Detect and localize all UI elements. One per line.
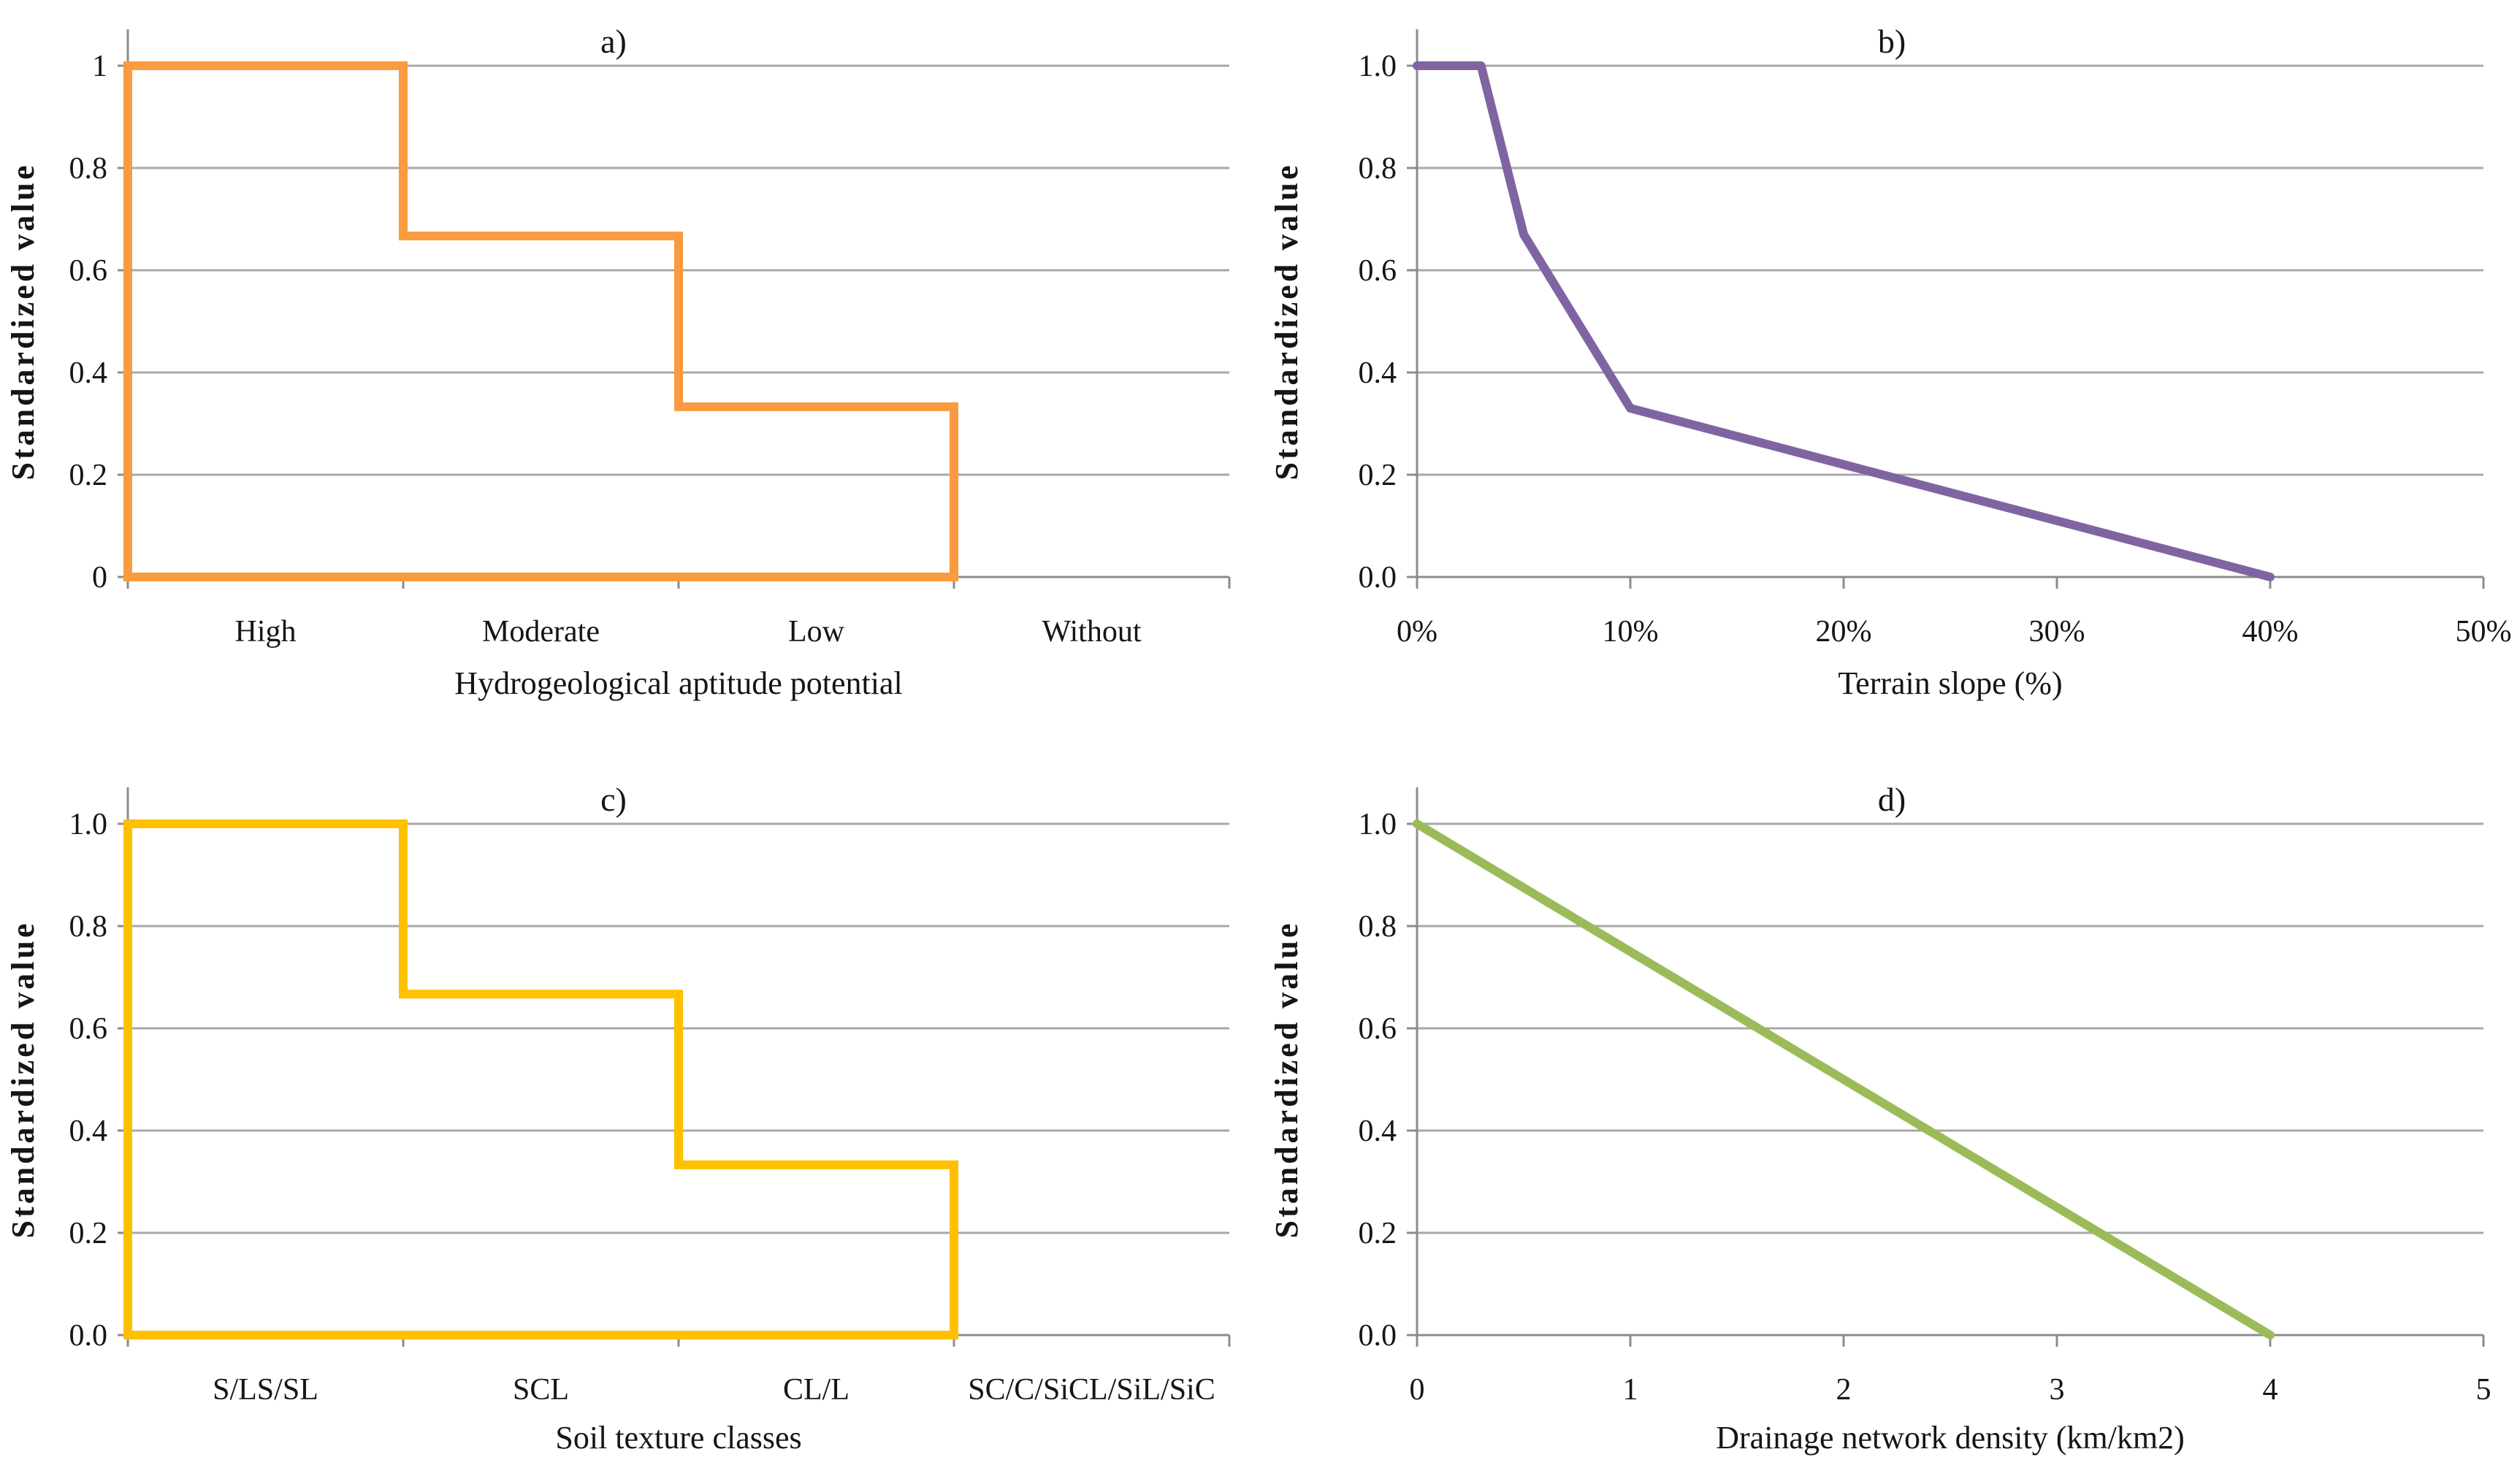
x-tick-label: 50%: [2456, 615, 2512, 649]
category-label: S/LS/SL: [213, 1373, 318, 1407]
panel-d-title: d): [1878, 781, 1906, 818]
y-tick-label: 0.0: [1359, 561, 1397, 595]
panel-c-plot: 0.0 0.2 0.4 0.6 0.8 1.0 S/LS/SL SCL CL/L SC/C/SiC…: [69, 787, 1231, 1407]
panel-d-plot: 0.0 0.2 0.4 0.6 0.8 1.0 0 1 2 3 4 5: [1359, 787, 2492, 1407]
category-label: High: [235, 615, 297, 649]
panel-d-y-axis-title: Standardized value: [1269, 920, 1305, 1238]
x-tick-label: 40%: [2242, 615, 2299, 649]
x-tick-label: 30%: [2029, 615, 2085, 649]
category-label: SCL: [513, 1373, 569, 1407]
y-tick-label: 0.0: [1359, 1319, 1397, 1353]
x-tick-label: 0: [1410, 1373, 1425, 1407]
y-tick-label: 0.6: [1359, 254, 1397, 288]
y-tick-label: 0.6: [69, 1012, 108, 1046]
y-tick-label: 0.2: [69, 1217, 108, 1250]
panel-a-plot: 0 0.2 0.4 0.6 0.8 1 High Moderate Low Without: [69, 29, 1231, 649]
y-tick-label: 1: [92, 50, 107, 83]
panel-c-title: c): [600, 781, 627, 818]
y-tick-label: 0.4: [1359, 356, 1397, 390]
x-tick-label: 5: [2476, 1373, 2492, 1407]
y-tick-label: 0.8: [1359, 910, 1397, 944]
panel-b-x-axis-title: Terrain slope (%): [1838, 665, 2062, 701]
category-label: Moderate: [482, 615, 600, 649]
category-label: CL/L: [783, 1373, 849, 1407]
category-label: Without: [1042, 615, 1142, 649]
x-tick-label: 20%: [1816, 615, 1872, 649]
series-line: [123, 61, 958, 581]
y-tick-label: 0.2: [1359, 1217, 1397, 1250]
y-tick-label: 0: [92, 561, 107, 595]
panel-a-title: a): [600, 23, 627, 60]
series-line: [1413, 819, 2275, 1339]
panel-c-y-axis-title: Standardized value: [5, 920, 41, 1238]
y-tick-label: 0.8: [69, 910, 108, 944]
x-tick-label: 2: [1836, 1373, 1852, 1407]
y-tick-label: 0.2: [1359, 459, 1397, 492]
panel-d-x-axis-title: Drainage network density (km/km2): [1716, 1420, 2185, 1456]
x-tick-label: 10%: [1603, 615, 1659, 649]
panel-c-x-axis-title: Soil texture classes: [555, 1420, 801, 1456]
x-tick-label: 3: [2050, 1373, 2065, 1407]
series-line: [123, 819, 958, 1339]
y-tick-label: 1.0: [1359, 808, 1397, 841]
y-tick-label: 0.8: [1359, 152, 1397, 186]
panel-b-title: b): [1878, 23, 1906, 60]
y-tick-label: 1.0: [69, 808, 108, 841]
y-tick-label: 0.2: [69, 459, 108, 492]
panel-b-y-axis-title: Standardized value: [1269, 162, 1305, 480]
y-tick-label: 1.0: [1359, 50, 1397, 83]
series-line: [1413, 61, 2275, 581]
y-tick-label: 0.4: [69, 1115, 108, 1148]
x-tick-label: 1: [1623, 1373, 1638, 1407]
category-label: Low: [788, 615, 845, 649]
y-tick-label: 0.8: [69, 152, 108, 186]
y-tick-label: 0.6: [69, 254, 108, 288]
x-tick-label: 4: [2263, 1373, 2278, 1407]
y-tick-label: 0.0: [69, 1319, 108, 1353]
x-tick-label: 0%: [1397, 615, 1437, 649]
panel-a-x-axis-title: Hydrogeological aptitude potential: [454, 665, 902, 701]
y-tick-label: 0.6: [1359, 1012, 1397, 1046]
panel-a-y-axis-title: Standardized value: [5, 162, 41, 480]
y-tick-label: 0.4: [69, 356, 108, 390]
y-tick-label: 0.4: [1359, 1115, 1397, 1148]
category-label: SC/C/SiCL/SiL/SiC: [968, 1373, 1215, 1407]
panel-b-plot: 0.0 0.2 0.4 0.6 0.8 1.0 0% 10% 20% 30% 40% 50%: [1359, 29, 2512, 649]
